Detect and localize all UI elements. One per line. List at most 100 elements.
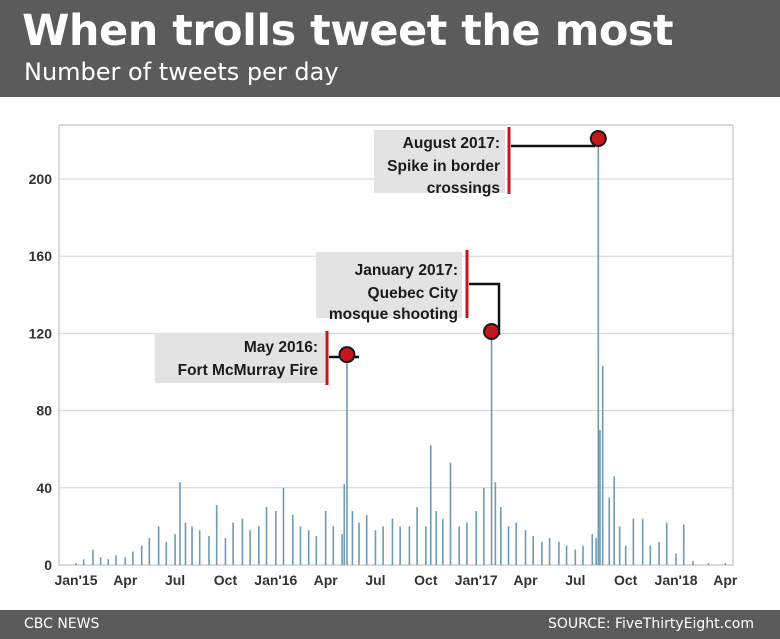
x-tick-label: Jul xyxy=(565,572,585,588)
bar xyxy=(595,537,597,565)
bar xyxy=(324,510,327,565)
callout-leader xyxy=(469,282,501,335)
bar xyxy=(613,476,615,565)
bar xyxy=(191,526,193,565)
bar xyxy=(416,507,418,565)
bar xyxy=(524,530,527,565)
bar xyxy=(490,331,493,565)
source-credit: SOURCE: FiveThirtyEight.com xyxy=(548,616,754,632)
bar xyxy=(494,482,497,565)
bar xyxy=(675,553,677,565)
x-tick-label: Apr xyxy=(713,572,738,588)
event-marker xyxy=(589,130,607,148)
bar xyxy=(107,559,110,565)
x-tick-label: Apr xyxy=(314,572,339,588)
bar xyxy=(291,514,294,565)
bar xyxy=(315,536,318,565)
bar xyxy=(597,138,600,565)
x-tick-label: Oct xyxy=(214,572,238,588)
bar xyxy=(307,530,310,565)
bar xyxy=(224,537,227,565)
callout-text: Fort McMurray Fire xyxy=(178,362,319,379)
bar xyxy=(601,366,604,565)
bar xyxy=(249,530,251,565)
bar xyxy=(724,563,727,565)
y-tick-label: 80 xyxy=(36,403,52,419)
callout-text: crossings xyxy=(427,180,500,197)
y-tick-label: 200 xyxy=(29,171,53,187)
y-tick-label: 160 xyxy=(29,248,53,264)
x-tick-label: Apr xyxy=(113,572,138,588)
bar xyxy=(624,545,627,565)
bar xyxy=(435,510,438,565)
bar xyxy=(582,545,584,565)
bar xyxy=(541,541,543,565)
callout-text: Quebec City xyxy=(368,285,459,302)
bar xyxy=(425,526,427,565)
bar xyxy=(299,526,302,565)
callout-text: Spike in border xyxy=(387,158,500,175)
bar xyxy=(641,518,644,565)
bar xyxy=(132,551,134,565)
bar xyxy=(282,487,285,565)
bar xyxy=(184,522,187,565)
x-tick-label: Oct xyxy=(414,572,438,588)
bar xyxy=(341,534,343,565)
bar xyxy=(391,518,394,565)
bar xyxy=(466,522,468,565)
chart-header: When trolls tweet the most Number of twe… xyxy=(0,0,780,97)
chart-footer: CBC NEWS SOURCE: FiveThirtyEight.com xyxy=(0,610,780,639)
bar xyxy=(365,514,368,565)
callout-box xyxy=(155,333,325,383)
bar xyxy=(632,518,635,565)
bar xyxy=(75,563,77,565)
bar xyxy=(515,522,517,565)
bar xyxy=(682,524,685,565)
x-tick-label: Jul xyxy=(365,572,385,588)
bar xyxy=(179,482,181,565)
x-tick-label: Jan'15 xyxy=(54,572,97,588)
bar xyxy=(408,526,411,565)
bar xyxy=(429,445,432,565)
bar xyxy=(532,536,534,565)
y-tick-label: 0 xyxy=(44,557,52,573)
callout-box xyxy=(316,252,462,318)
bar xyxy=(458,526,461,565)
bar xyxy=(565,545,568,565)
bar xyxy=(351,510,354,565)
bar xyxy=(449,462,452,565)
x-tick-label: Jan'16 xyxy=(254,572,297,588)
callout-text: August 2017: xyxy=(403,135,500,152)
bar xyxy=(232,522,234,565)
tweet-volume-chart: 0 40 80 120 160 200 Jan'15 Apr Jul Oct Jan'16 Apr Ju… xyxy=(29,124,738,588)
callout-text: mosque shooting xyxy=(329,306,458,323)
x-tick-label: Apr xyxy=(513,572,538,588)
bar xyxy=(258,526,260,565)
bar xyxy=(198,530,201,565)
bar xyxy=(124,557,127,565)
bar xyxy=(157,526,160,565)
x-tick-label: Jan'18 xyxy=(655,572,698,588)
bar xyxy=(82,559,85,565)
bar xyxy=(399,526,401,565)
bar xyxy=(707,563,710,565)
bar xyxy=(148,537,151,565)
bar xyxy=(358,522,360,565)
bar xyxy=(618,526,621,565)
chart-subtitle: Number of tweets per day xyxy=(24,58,339,86)
bar xyxy=(241,518,244,565)
bar xyxy=(332,526,335,565)
bar xyxy=(507,526,510,565)
bar xyxy=(275,510,277,565)
bar xyxy=(374,530,377,565)
bar xyxy=(165,541,168,565)
callout-text: May 2016: xyxy=(244,339,318,356)
event-marker xyxy=(338,346,356,364)
bar xyxy=(548,537,551,565)
bar xyxy=(382,526,384,565)
callout-text: January 2017: xyxy=(355,262,458,279)
bar xyxy=(174,534,176,565)
bar xyxy=(215,505,218,565)
x-tick-label: Jul xyxy=(165,572,185,588)
y-tick-label: 120 xyxy=(29,325,53,341)
